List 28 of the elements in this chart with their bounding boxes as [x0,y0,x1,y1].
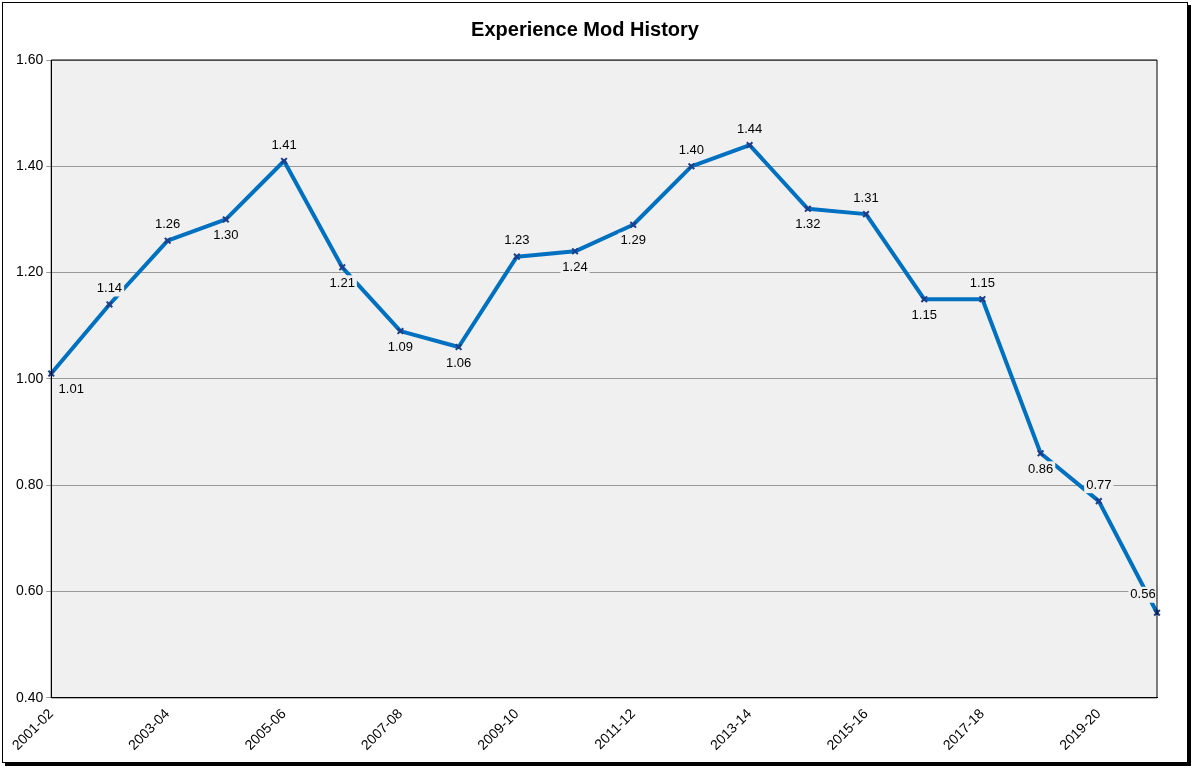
y-tick-label: 1.60 [16,50,44,67]
data-label: 1.15 [969,274,996,290]
y-tick-label: 1.40 [16,157,44,174]
data-label: 1.31 [853,189,879,205]
data-label: 1.24 [562,258,588,274]
data-label: 1.01 [58,381,84,397]
data-label: 1.32 [795,216,821,232]
y-tick-label: 1.20 [16,263,44,280]
y-tick-label: 0.40 [16,688,44,705]
data-label: 1.14 [96,280,123,296]
data-label: 1.40 [678,141,705,157]
data-label: 0.77 [1086,476,1112,492]
data-label: 1.23 [504,232,530,248]
chart-title: Experience Mod History [471,17,700,40]
data-label: 1.41 [271,136,297,152]
data-label: 0.86 [1027,460,1054,476]
y-tick-label: 0.60 [16,582,44,599]
data-label: 0.56 [1130,586,1156,602]
data-label: 1.26 [154,216,181,232]
data-label: 1.21 [329,274,355,290]
data-label: 1.30 [213,227,239,243]
data-label: 1.06 [445,354,472,370]
y-tick-label: 1.00 [16,369,44,386]
data-label: 1.44 [736,120,763,136]
data-label: 1.15 [911,306,937,322]
data-label: 1.29 [620,232,646,248]
y-tick-label: 0.80 [16,476,44,493]
data-label: 1.09 [387,338,414,354]
